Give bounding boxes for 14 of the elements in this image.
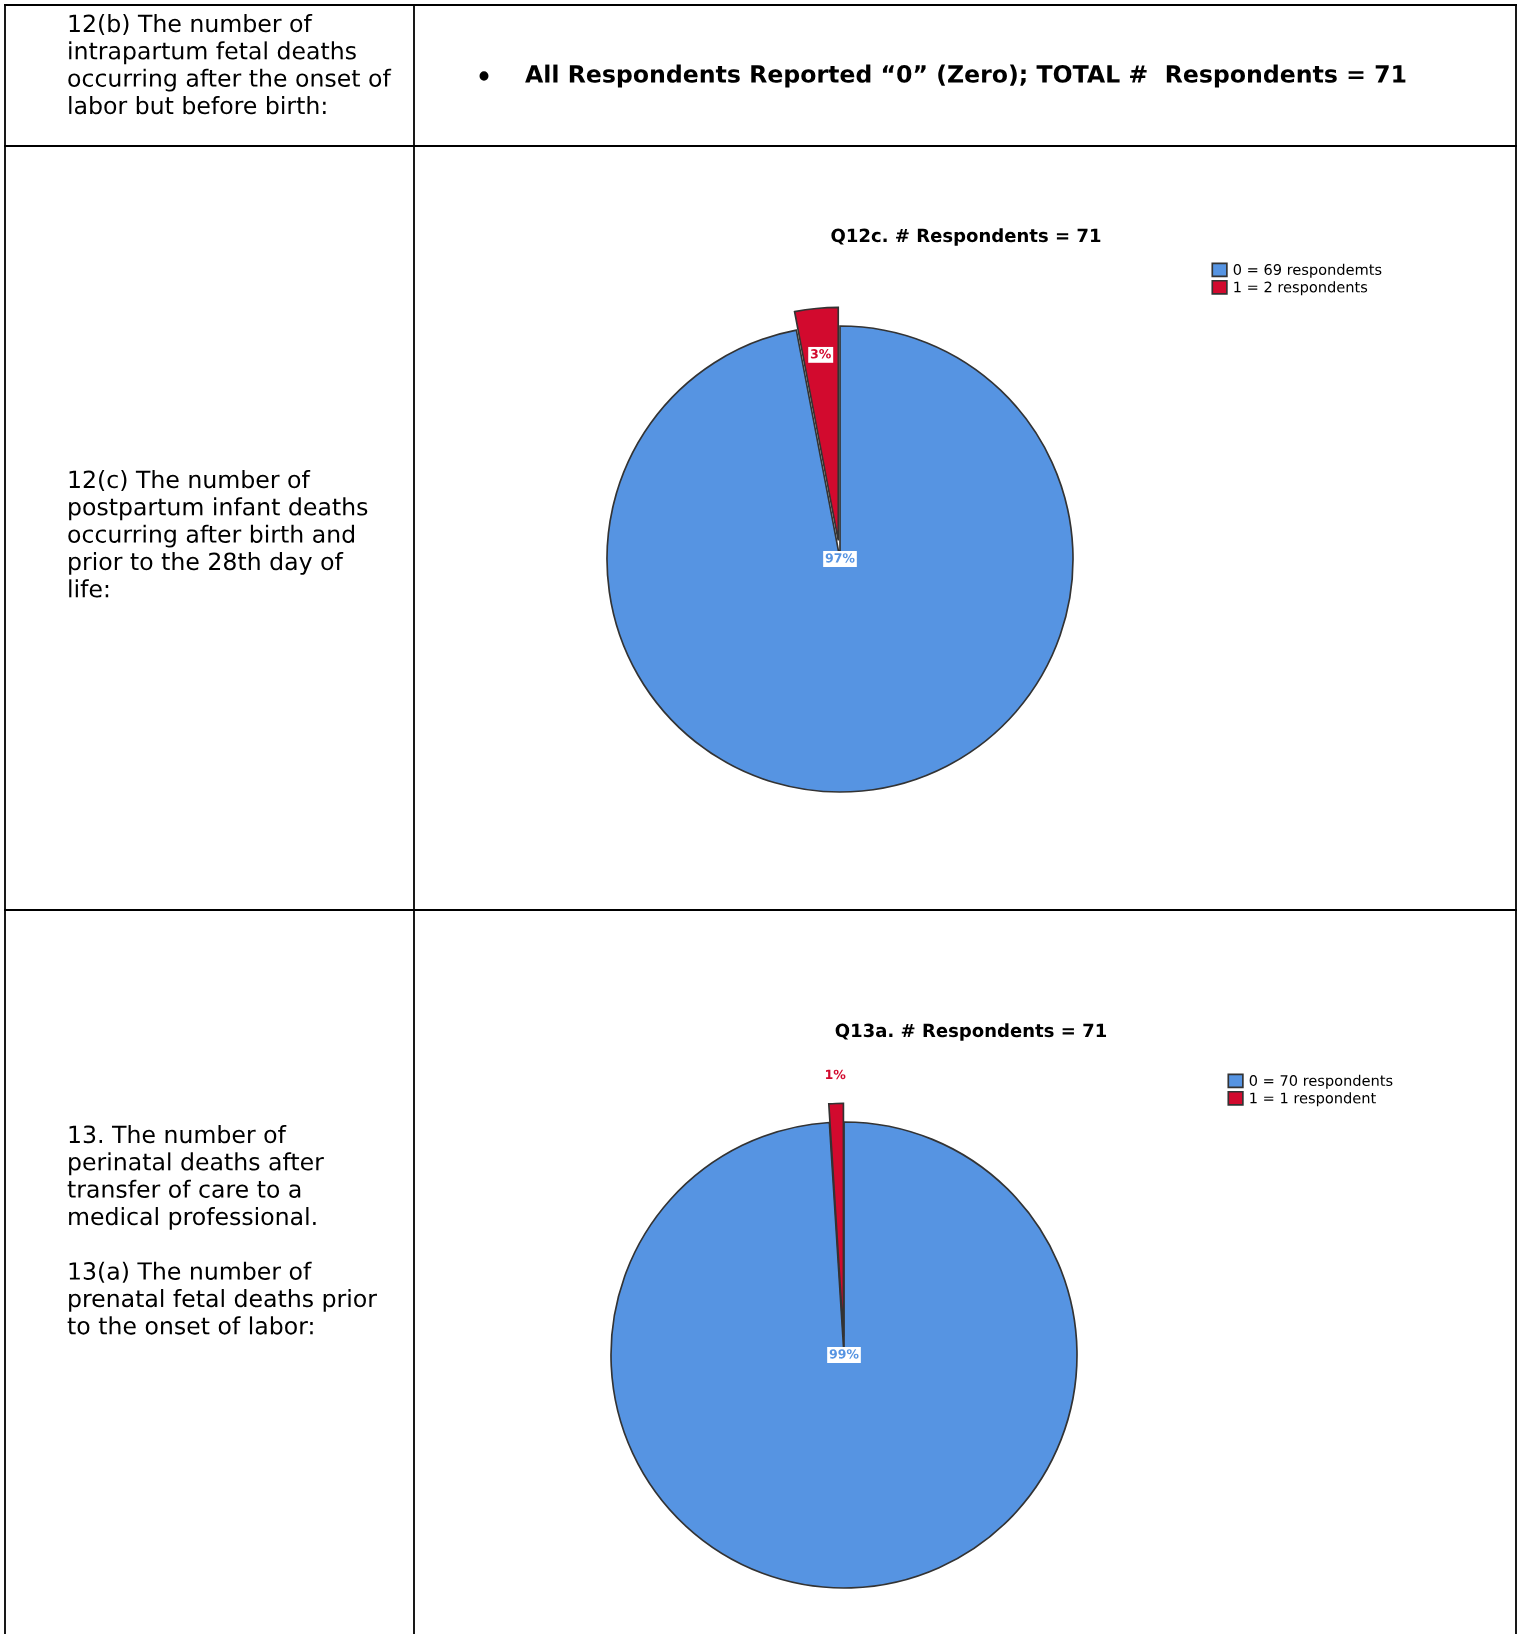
chart-title: Q12c. # Respondents = 71 [831, 228, 1101, 246]
legend-label: 1 = 2 respondents [1234, 281, 1368, 296]
data-label: 1% [826, 1069, 846, 1080]
data-label: 99% [829, 1349, 859, 1359]
text: 12(b) The number of intrapartum fetal deaths occurring after the onset of labor but before birth: [68, 14, 392, 115]
text: All Respondents Reported “0” (Zero); TOTAL # Respondents = 71 [525, 64, 1406, 88]
text: 12(c) The number of postpartum infant deaths occurring after birth and prior to the 28th day of life: [68, 470, 368, 598]
legend-label: 1 = 1 respondent [1250, 1092, 1376, 1107]
legend-label: 0 = 69 respondemts [1233, 263, 1382, 278]
data-label: 97% [825, 553, 855, 563]
legend-label: 0 = 70 respondents [1249, 1074, 1393, 1089]
data-label: 3% [810, 349, 831, 359]
chart-title: Q13a. # Respondents = 71 [835, 1023, 1107, 1041]
text: 13. The number of perinatal deaths after transfer of care to a medical professional. 13(a) The number of prenatal fetal deaths prior to the onset of labor: [67, 1125, 377, 1335]
